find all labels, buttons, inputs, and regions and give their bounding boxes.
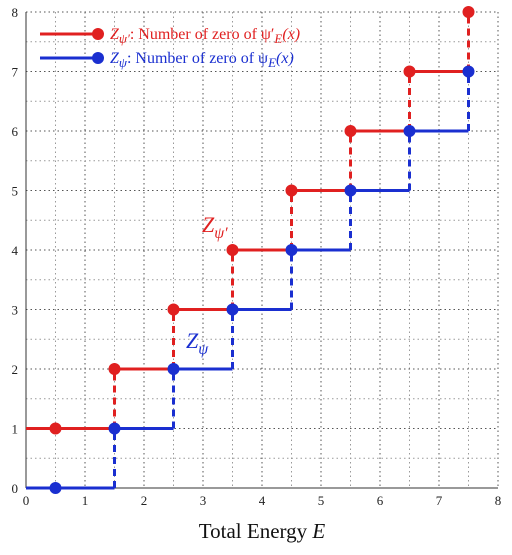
x-tick-label: 3 [200, 493, 207, 508]
annotation-label: Zψ [186, 328, 209, 358]
y-tick-label: 2 [12, 362, 19, 377]
axes: 0 1 2 3 4 5 6 7 8 0 1 2 3 4 5 6 7 8 Total Energy E [12, 5, 502, 543]
data-point [108, 363, 121, 375]
data-point [462, 6, 475, 18]
data-point [403, 125, 416, 137]
y-tick-label: 3 [12, 303, 19, 318]
x-tick-label: 0 [23, 493, 30, 508]
data-point [285, 184, 298, 197]
x-axis-title: Total Energy E [199, 519, 326, 543]
legend-label: Zψ: Number of zero of ψE(x) [110, 50, 294, 70]
x-tick-label: 2 [141, 493, 148, 508]
y-tick-label: 6 [12, 124, 19, 139]
x-tick-label: 8 [495, 493, 502, 508]
legend-entry-zpsiprime: Zψ′: Number of zero of ψ′E(x) [40, 26, 300, 46]
legend-marker [92, 52, 104, 64]
data-point [226, 244, 239, 256]
y-tick-label: 5 [12, 184, 19, 199]
grid [25, 11, 499, 489]
x-tick-label: 1 [82, 493, 89, 508]
data-point [108, 422, 121, 435]
data-point [226, 303, 239, 316]
x-tick-label: 6 [377, 493, 384, 508]
y-tick-label: 0 [12, 481, 19, 496]
data-point [285, 244, 298, 256]
x-tick-label: 4 [259, 493, 266, 508]
annotations: Zψ′ Zψ [186, 212, 228, 358]
legend-label: Zψ′: Number of zero of ψ′E(x) [110, 26, 300, 46]
data-point [49, 482, 62, 494]
y-tick-label: 8 [12, 5, 19, 20]
data-point [344, 125, 357, 137]
x-tick-label: 5 [318, 493, 325, 508]
data-point [462, 65, 475, 78]
series-layer [26, 6, 475, 494]
annotation-label: Zψ′ [202, 212, 228, 242]
data-point [167, 363, 180, 375]
series-zpsiprime [26, 6, 475, 435]
data-point [403, 65, 416, 78]
series-zpsi [26, 65, 475, 494]
y-tick-label: 4 [12, 243, 19, 258]
data-point [49, 422, 62, 435]
data-point [167, 303, 180, 316]
legend-entry-zpsi: Zψ: Number of zero of ψE(x) [40, 50, 294, 70]
data-point [344, 184, 357, 197]
x-tick-label: 7 [436, 493, 443, 508]
y-tick-label: 7 [12, 65, 19, 80]
legend: Zψ′: Number of zero of ψ′E(x) Zψ: Number … [40, 26, 300, 70]
y-tick-label: 1 [12, 422, 19, 437]
legend-marker [92, 28, 104, 40]
